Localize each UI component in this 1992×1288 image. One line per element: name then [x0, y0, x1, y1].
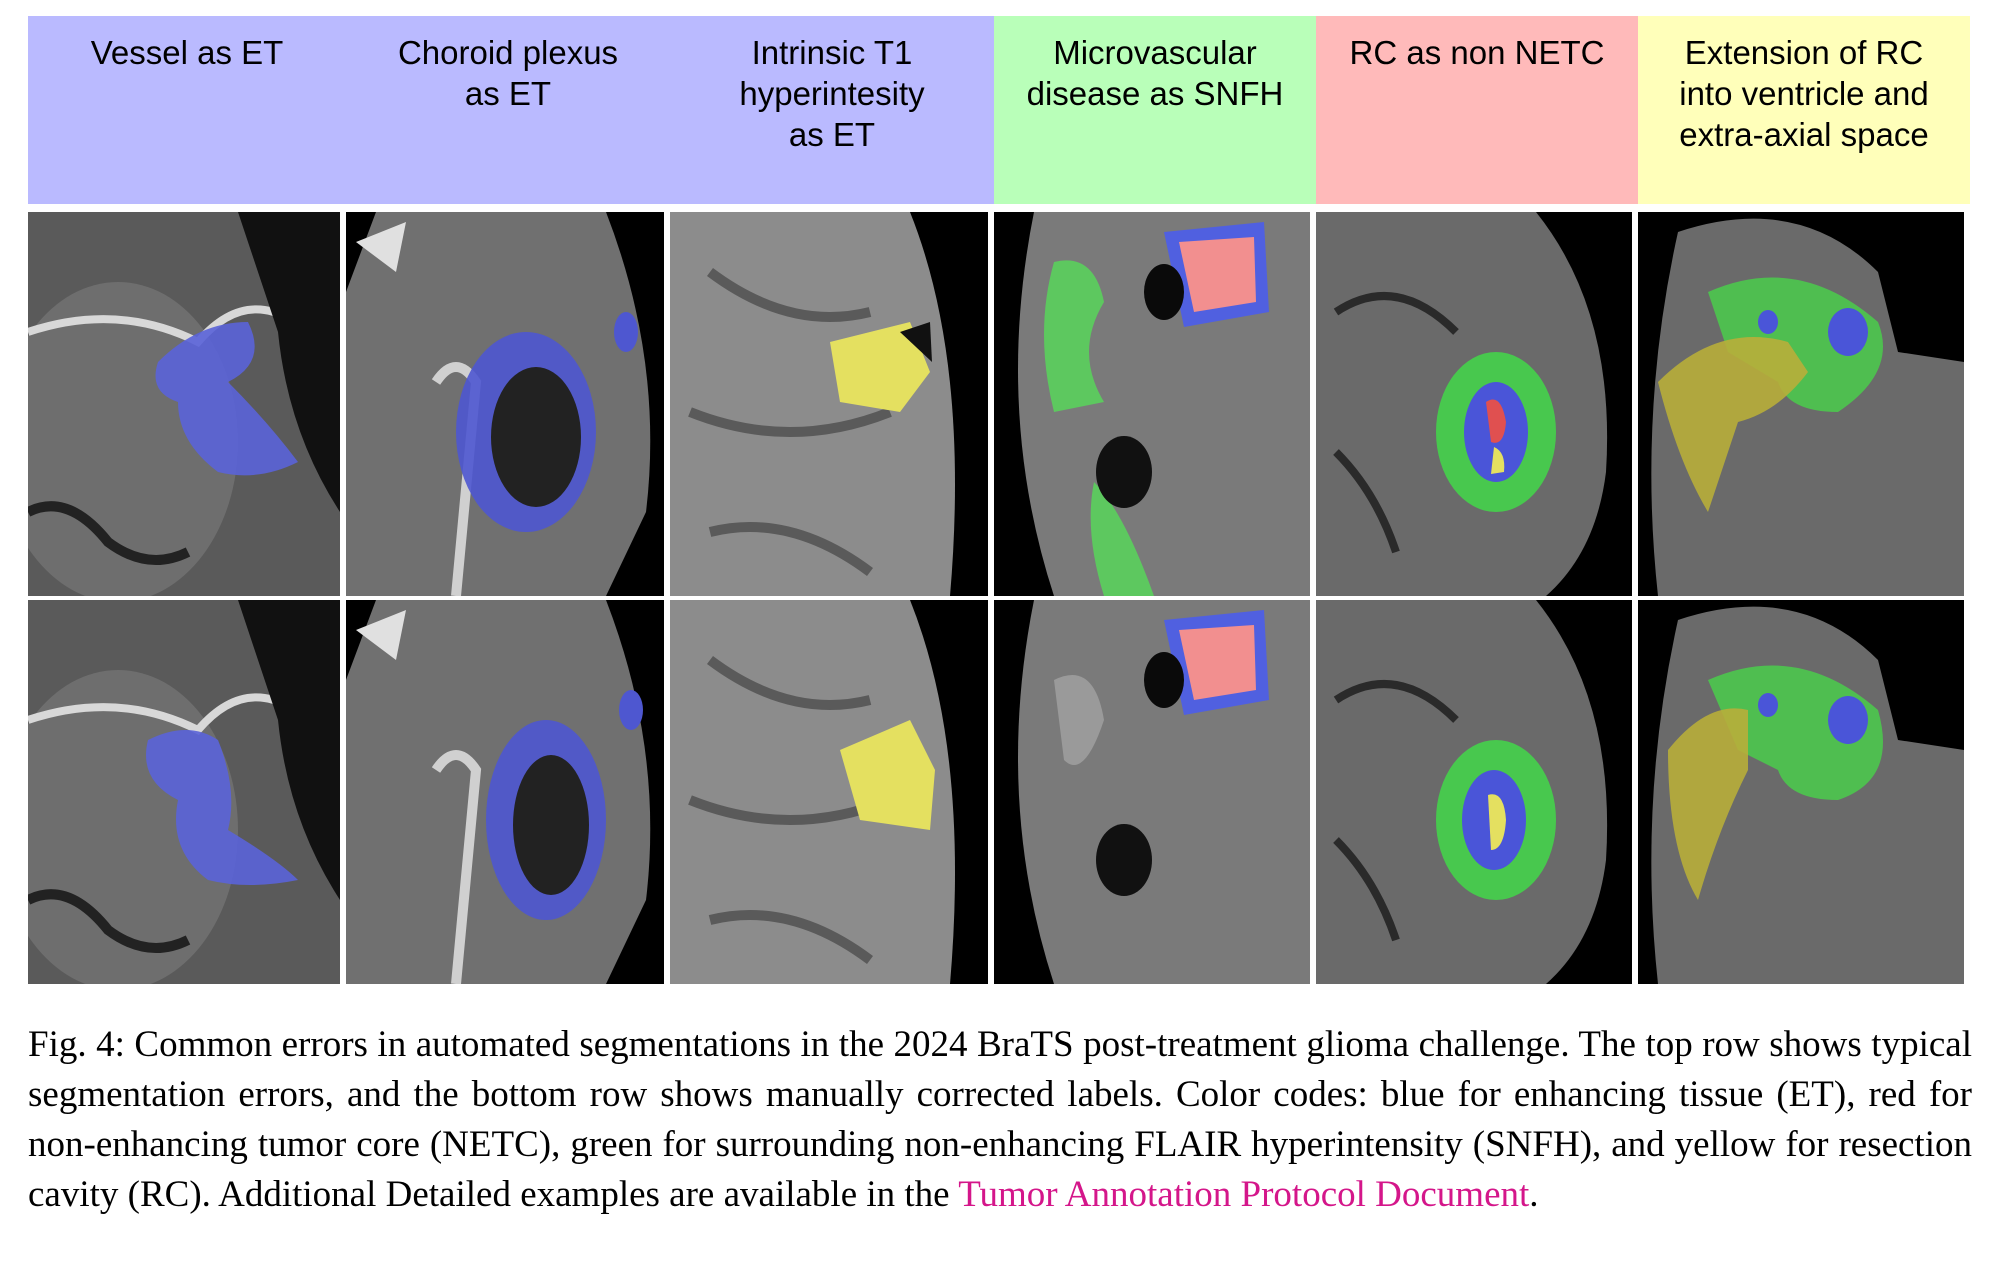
column-header-vessel: Vessel as ET — [28, 16, 346, 204]
mri-panel-vessel-corrected — [28, 600, 340, 984]
column-header-t1: Intrinsic T1 hyperintesity as ET — [670, 16, 994, 204]
mri-panel-t1-corrected — [670, 600, 988, 984]
mri-panel-rc-netc-corrected — [1316, 600, 1632, 984]
caption-suffix: . — [1529, 1174, 1539, 1215]
figure-caption: Fig. 4: Common errors in automated segme… — [28, 1020, 1972, 1220]
column-header-microvascular: Microvascular disease as SNFH — [994, 16, 1316, 204]
mri-panel-microvascular-corrected — [994, 600, 1310, 984]
column-headers: Vessel as ET Choroid plexus as ET Intrin… — [28, 16, 1970, 204]
mri-panel-t1-error — [670, 212, 988, 596]
mri-panel-rc-extension-error — [1638, 212, 1964, 596]
mri-panel-microvascular-error — [994, 212, 1310, 596]
column-header-choroid: Choroid plexus as ET — [346, 16, 670, 204]
column-header-rc-netc: RC as non NETC — [1316, 16, 1638, 204]
figure: Vessel as ET Choroid plexus as ET Intrin… — [28, 16, 1970, 984]
mri-panel-vessel-error — [28, 212, 340, 596]
mri-panel-rc-extension-corrected — [1638, 600, 1964, 984]
row-manual-corrections — [28, 600, 1970, 984]
column-header-rc-extension: Extension of RC into ventricle and extra… — [1638, 16, 1970, 204]
mri-panel-choroid-corrected — [346, 600, 664, 984]
mri-panel-rc-netc-error — [1316, 212, 1632, 596]
caption-text: Fig. 4: Common errors in automated segme… — [28, 1024, 1972, 1215]
protocol-document-link[interactable]: Tumor Annotation Protocol Document — [958, 1174, 1530, 1215]
row-automated-errors — [28, 212, 1970, 596]
mri-panel-choroid-error — [346, 212, 664, 596]
